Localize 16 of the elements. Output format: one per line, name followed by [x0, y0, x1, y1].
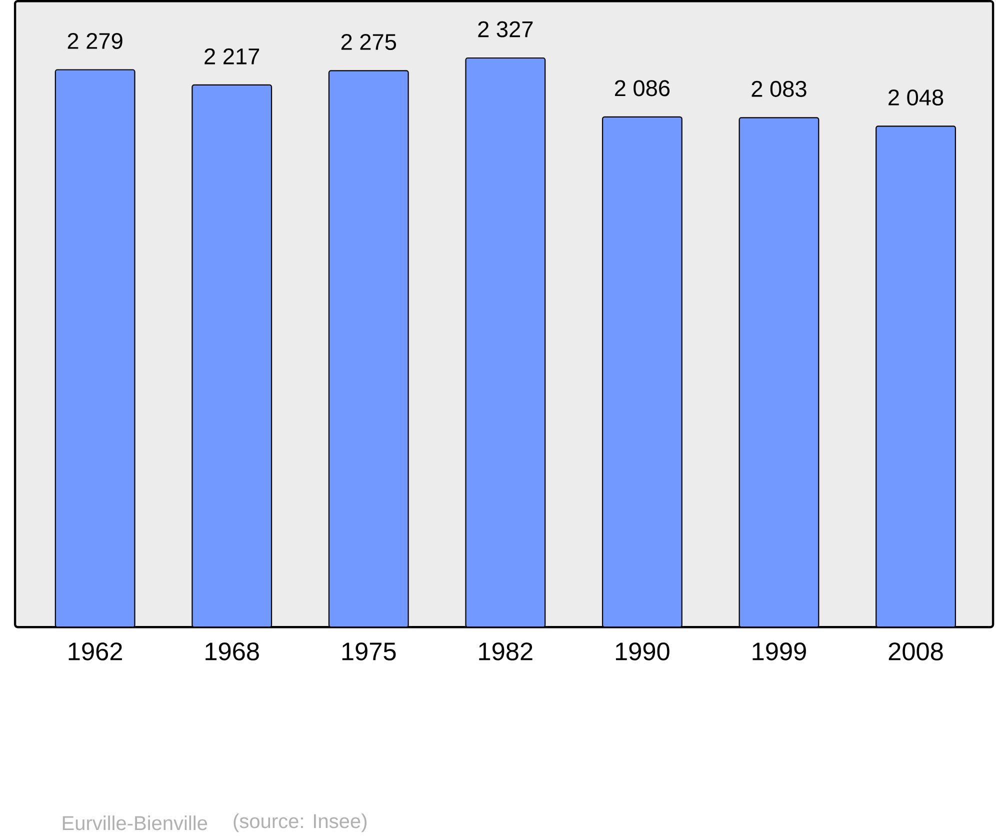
data-label: 2 217: [204, 48, 260, 64]
data-label: 2 275: [341, 34, 396, 50]
x-tick-label: 1968: [206, 642, 259, 660]
x-tick-label: 1999: [752, 642, 806, 660]
text: (source: Insee): [234, 814, 366, 832]
x-tick-label: 1990: [616, 642, 670, 660]
data-label: 2 086: [614, 80, 670, 96]
x-tick-label: 1982: [479, 642, 532, 660]
text: Eurville-Bienville: [62, 816, 208, 830]
x-tick-label: 2008: [888, 642, 943, 660]
x-tick-label: 1962: [68, 642, 122, 660]
data-label: 2 083: [752, 80, 806, 98]
data-label: 2 048: [888, 90, 944, 106]
data-label: 2 279: [68, 33, 122, 50]
data-label: 2 327: [478, 21, 533, 38]
x-tick-label: 1975: [342, 642, 396, 660]
